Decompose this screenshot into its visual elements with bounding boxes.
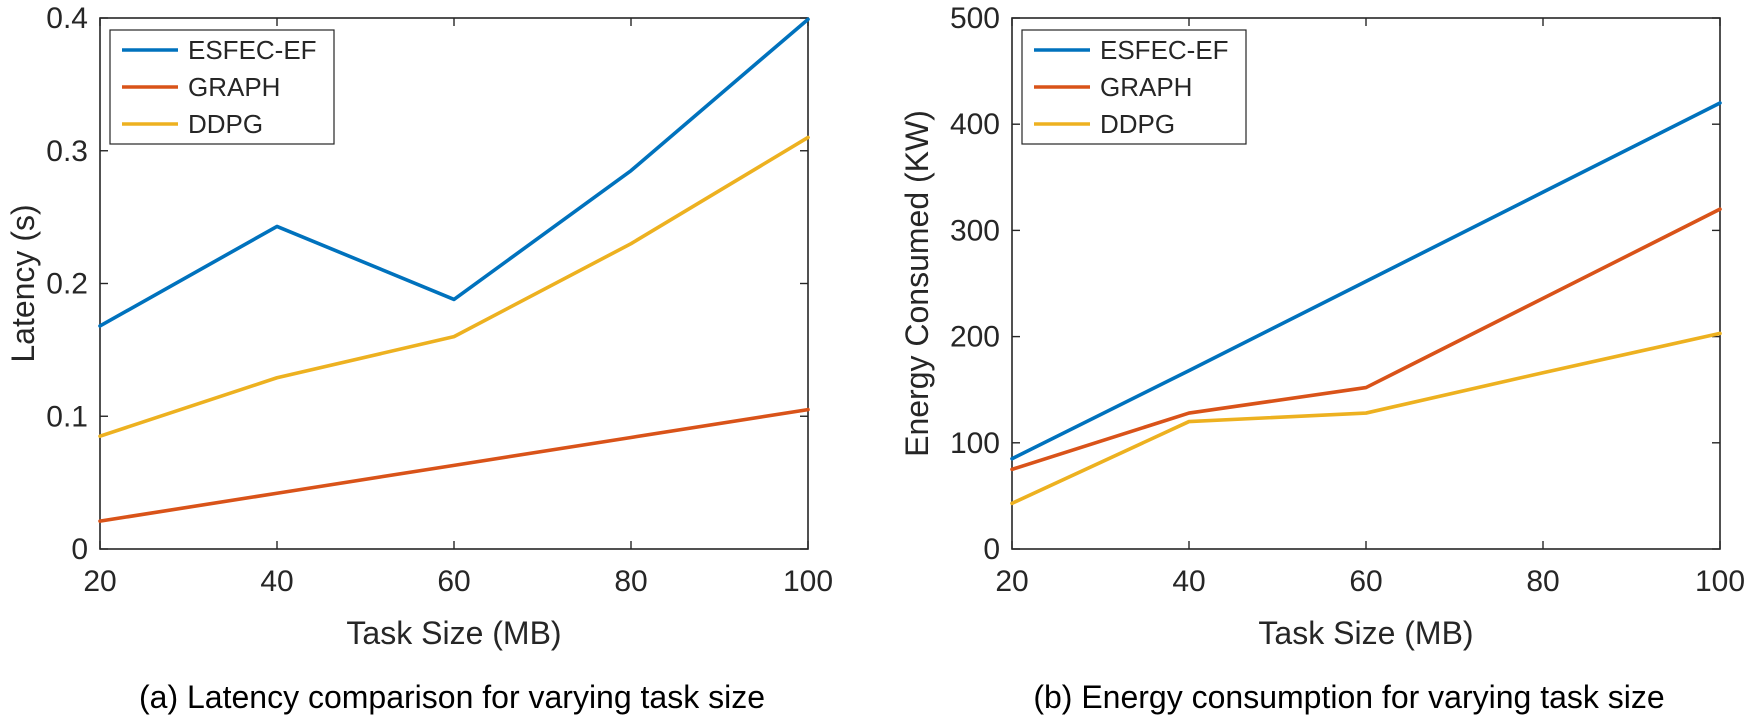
series-line-esfec-ef: [1010, 101, 1722, 461]
x-tick-label: 60: [1349, 565, 1382, 598]
y-tick-label: 0: [71, 533, 88, 566]
y-tick-label: 0.4: [46, 2, 88, 35]
y-tick-label: 500: [950, 2, 1000, 35]
y-tick-label: 300: [950, 214, 1000, 247]
x-axis-label: Task Size (MB): [346, 615, 561, 651]
chart-energy: 20 40 60 80 100 0 100 200 300 400 500 Task Size (MB…: [899, 2, 1745, 715]
x-tick-label: 20: [995, 565, 1028, 598]
series-line-graph: [1010, 207, 1722, 472]
series-line-ddpg: [98, 135, 810, 438]
y-tick-label: 0.1: [46, 400, 88, 433]
x-axis-label: Task Size (MB): [1258, 615, 1473, 651]
legend-label-ddpg: DDPG: [188, 109, 263, 139]
y-tick-label: 200: [950, 321, 1000, 354]
series-line-esfec-ef: [98, 17, 810, 328]
figure-caption: (a) Latency comparison for varying task …: [139, 679, 765, 715]
y-axis-label: Latency (s): [5, 204, 41, 362]
legend-label-graph: GRAPH: [1100, 72, 1192, 102]
x-tick-label: 40: [1172, 565, 1205, 598]
figure-caption: (b) Energy consumption for varying task …: [1033, 679, 1664, 715]
series-line-graph: [98, 407, 810, 523]
x-tick-label: 80: [1526, 565, 1559, 598]
y-tick-label: 400: [950, 108, 1000, 141]
legend-label-graph: GRAPH: [188, 72, 280, 102]
legend: ESFEC-EF GRAPH DDPG: [1021, 29, 1247, 145]
x-tick-label: 100: [1695, 565, 1745, 598]
legend-label-ddpg: DDPG: [1100, 109, 1175, 139]
series-line-ddpg: [1010, 331, 1722, 506]
chart-latency: 20 40 60 80 100 0 0.1 0.2 0.3 0.4 Task Size (MB) La…: [5, 2, 833, 715]
x-tick-label: 100: [783, 565, 833, 598]
legend-label-esfec-ef: ESFEC-EF: [188, 35, 317, 65]
y-tick-label: 100: [950, 427, 1000, 460]
legend: ESFEC-EF GRAPH DDPG: [109, 29, 335, 145]
x-tick-label: 60: [437, 565, 470, 598]
y-tick-label: 0.3: [46, 135, 88, 168]
x-tick-label: 20: [83, 565, 116, 598]
x-tick-label: 40: [260, 565, 293, 598]
y-axis-label: Energy Consumed (KW): [899, 110, 935, 457]
legend-label-esfec-ef: ESFEC-EF: [1100, 35, 1229, 65]
y-tick-label: 0.2: [46, 268, 88, 301]
x-tick-label: 80: [614, 565, 647, 598]
y-tick-label: 0: [983, 533, 1000, 566]
